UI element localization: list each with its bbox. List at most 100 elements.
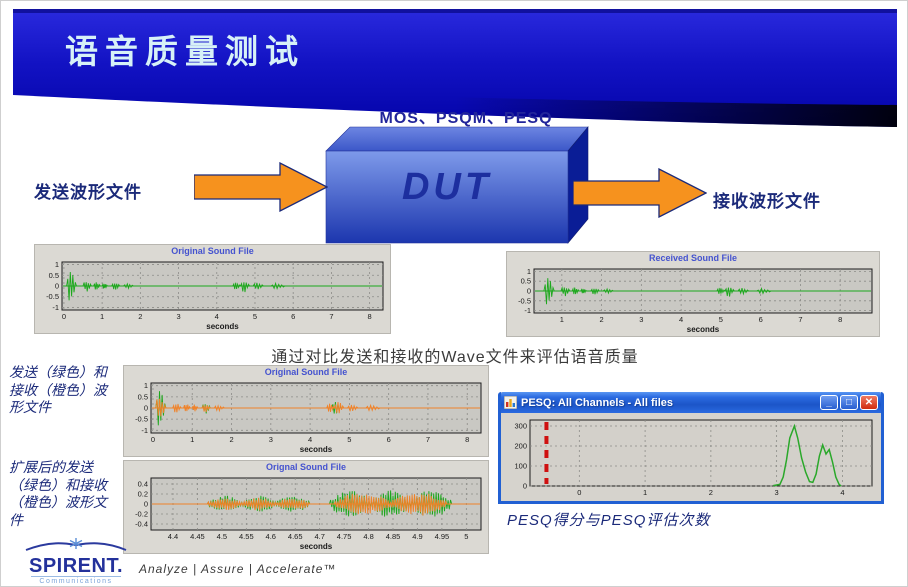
svg-text:0.5: 0.5 <box>521 277 531 286</box>
svg-text:0.5: 0.5 <box>49 271 59 280</box>
brand-name: SPIRENT. <box>28 555 124 577</box>
svg-text:5: 5 <box>347 435 351 444</box>
overlay-note: 发送（绿色）和接收（橙色）波形文件 <box>9 364 107 415</box>
pesq-window-body: 0 1 2 3 4 0 100 200 300 <box>501 413 881 501</box>
svg-text:4.45: 4.45 <box>190 532 205 541</box>
svg-text:1: 1 <box>144 381 148 390</box>
svg-text:4.8: 4.8 <box>363 532 373 541</box>
svg-text:7: 7 <box>426 435 430 444</box>
svg-text:1: 1 <box>100 312 104 321</box>
svg-text:4.6: 4.6 <box>266 532 276 541</box>
svg-text:2: 2 <box>138 312 142 321</box>
svg-text:3: 3 <box>639 315 643 324</box>
chart-icon <box>504 396 517 409</box>
plot-title: Orignal Sound File <box>265 462 346 472</box>
svg-text:-0.5: -0.5 <box>46 292 59 301</box>
receive-file-label: 接收波形文件 <box>713 192 821 211</box>
svg-text:7: 7 <box>329 312 333 321</box>
brand-tagline: Analyze | Assure | Accelerate™ <box>139 562 337 576</box>
svg-text:seconds: seconds <box>300 542 333 551</box>
svg-text:0.2: 0.2 <box>138 490 148 499</box>
dut-label: DUT <box>401 166 493 208</box>
plot-title: Received Sound File <box>648 253 738 263</box>
svg-text:4.55: 4.55 <box>239 532 254 541</box>
send-file-label: 发送波形文件 <box>34 183 142 202</box>
svg-text:0.4: 0.4 <box>138 480 148 489</box>
chart-svg: 0 1 2 3 4 0 100 200 300 <box>514 419 873 497</box>
svg-text:-0.2: -0.2 <box>135 510 148 519</box>
pesq-caption: PESQ得分与PESQ评估次数 <box>507 512 711 529</box>
svg-text:4: 4 <box>840 488 844 497</box>
send-arrow-icon <box>194 162 328 212</box>
svg-text:0: 0 <box>577 488 581 497</box>
svg-text:1: 1 <box>560 315 564 324</box>
minimize-button[interactable]: _ <box>820 395 838 410</box>
svg-text:2: 2 <box>600 315 604 324</box>
methods-label: MOS、PSQM、PESQ <box>379 110 553 127</box>
svg-text:2: 2 <box>709 488 713 497</box>
svg-text:seconds: seconds <box>687 325 720 334</box>
svg-text:2: 2 <box>229 435 233 444</box>
svg-text:-1: -1 <box>524 306 531 315</box>
svg-text:300: 300 <box>514 422 527 431</box>
svg-text:0.5: 0.5 <box>138 392 148 401</box>
pesq-window: PESQ: All Channels - All files _ □ ✕ 0 1 2… <box>498 392 884 504</box>
svg-text:4.9: 4.9 <box>412 532 422 541</box>
close-button[interactable]: ✕ <box>860 395 878 410</box>
plot-received-sound-file: Received Sound File 1 2 3 4 5 6 7 8 1 0.5 0 -0.5 -1 se… <box>506 251 880 337</box>
plot-overlay-sound-file: Original Sound File 0 1 2 3 4 5 6 7 8 1 0.5 0 -0.5 -1 s… <box>123 365 489 457</box>
pesq-window-titlebar[interactable]: PESQ: All Channels - All files _ □ ✕ <box>501 392 881 413</box>
svg-text:200: 200 <box>514 442 527 451</box>
chart-svg: 4.4 4.45 4.5 4.55 4.6 4.65 4.7 4.75 4.8 4.85 4.9 4.… <box>135 477 482 551</box>
svg-text:1: 1 <box>527 267 531 276</box>
spirent-logo: SPIRENT. Communications <box>23 537 129 585</box>
header-banner <box>13 9 897 127</box>
svg-text:4.7: 4.7 <box>314 532 324 541</box>
svg-text:4.65: 4.65 <box>288 532 303 541</box>
svg-text:1: 1 <box>190 435 194 444</box>
svg-text:4.75: 4.75 <box>337 532 352 541</box>
svg-text:5: 5 <box>719 315 723 324</box>
svg-text:8: 8 <box>465 435 469 444</box>
svg-text:1: 1 <box>55 260 59 269</box>
plot-title: Original Sound File <box>264 367 348 377</box>
svg-text:3: 3 <box>176 312 180 321</box>
svg-text:-0.4: -0.4 <box>135 520 148 529</box>
svg-text:-0.5: -0.5 <box>135 415 148 424</box>
plot-title: Original Sound File <box>171 246 254 256</box>
maximize-button[interactable]: □ <box>840 395 858 410</box>
svg-text:0: 0 <box>144 404 148 413</box>
svg-text:6: 6 <box>759 315 763 324</box>
svg-text:3: 3 <box>775 488 779 497</box>
compare-caption: 通过对比发送和接收的Wave文件来评估语音质量 <box>271 349 639 366</box>
svg-text:100: 100 <box>514 462 527 471</box>
plot-expanded-sound-file: Orignal Sound File 4.4 4.45 4.5 4.55 4.6 4.65 4… <box>123 460 489 554</box>
svg-text:4.85: 4.85 <box>386 532 401 541</box>
svg-text:0: 0 <box>151 435 155 444</box>
svg-text:seconds: seconds <box>300 445 333 454</box>
svg-text:5: 5 <box>253 312 257 321</box>
pesq-score-chart: 0 1 2 3 4 0 100 200 300 <box>503 415 879 499</box>
svg-text:0: 0 <box>527 287 531 296</box>
svg-text:0: 0 <box>55 282 59 291</box>
svg-text:4.95: 4.95 <box>435 532 450 541</box>
svg-text:1: 1 <box>643 488 647 497</box>
expanded-note: 扩展后的发送（绿色）和接收（橙色）波形文件 <box>9 459 107 528</box>
svg-text:8: 8 <box>838 315 842 324</box>
svg-text:0: 0 <box>523 482 527 491</box>
svg-text:7: 7 <box>798 315 802 324</box>
svg-text:0: 0 <box>62 312 66 321</box>
svg-text:seconds: seconds <box>206 322 239 331</box>
svg-text:4: 4 <box>308 435 312 444</box>
svg-text:8: 8 <box>368 312 372 321</box>
dut-box <box>325 126 589 244</box>
svg-text:6: 6 <box>291 312 295 321</box>
brand-subtitle: Communications <box>31 576 121 585</box>
svg-text:5: 5 <box>464 532 468 541</box>
svg-text:4: 4 <box>679 315 683 324</box>
svg-text:-1: -1 <box>141 426 148 435</box>
svg-text:6: 6 <box>387 435 391 444</box>
